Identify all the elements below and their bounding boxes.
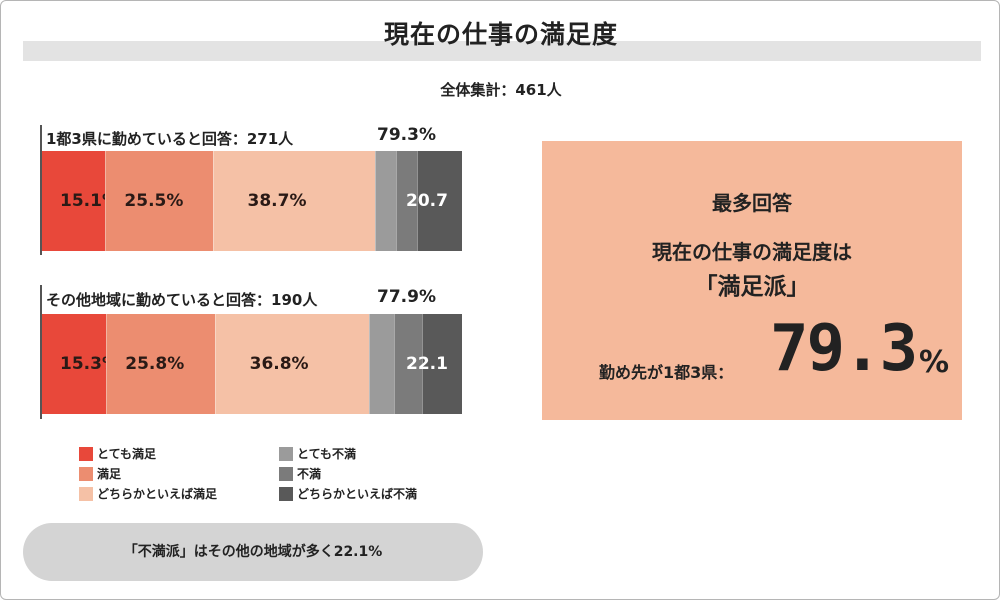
legend-swatch-1	[79, 446, 93, 461]
legend-label-4: とても不満	[297, 447, 357, 461]
group-label-1: 1都3県に勤めていると回答：271人	[46, 130, 294, 148]
callout-unit: %	[919, 345, 950, 380]
legend-swatch-2	[79, 466, 93, 481]
legend-swatch-6	[279, 486, 293, 501]
legend-label-3: どちらかといえば満足	[97, 487, 218, 501]
bar-segment-2-5	[393, 314, 422, 414]
legend-item-5: 不満	[279, 465, 321, 482]
callout-prefix: 勤め先が1都3県：	[599, 363, 734, 382]
data-label-2-6: 22.1	[406, 354, 448, 374]
group-satisfied-total-2: 77.9%	[377, 287, 436, 307]
data-label-1-1: 15.1%	[60, 191, 119, 211]
group-label-2: その他地域に勤めていると回答：190人	[46, 291, 318, 309]
legend-swatch-5	[279, 466, 293, 481]
data-label-1-3: 38.7%	[247, 191, 307, 211]
bar-segment-1-4	[375, 151, 397, 251]
stacked-bar-group-2: 15.3% 25.8% 36.8% 22.1	[42, 314, 462, 414]
callout-heading: 最多回答	[712, 191, 792, 215]
page-title: 現在の仕事の満足度	[383, 20, 618, 49]
bar-segment-1-6: 20.7	[406, 151, 462, 251]
legend-item-2: 満足	[79, 465, 121, 482]
bar-segment-1-3: 38.7%	[212, 151, 376, 251]
legend-label-5: 不満	[297, 467, 322, 481]
axis-line-group-2	[40, 285, 42, 419]
legend-item-6: どちらかといえば不満	[279, 485, 417, 502]
legend-item-4: とても不満	[279, 445, 356, 462]
bar-segment-1-5	[396, 151, 418, 251]
data-label-2-2: 25.8%	[125, 354, 185, 374]
bar-segment-1-1: 15.1%	[42, 151, 119, 251]
callout-line-2: 「満足派」	[694, 274, 810, 300]
legend-label-1: とても満足	[97, 447, 157, 461]
legend-label-2: 満足	[97, 467, 122, 481]
data-label-1-2: 25.5%	[124, 191, 184, 211]
dissatisfied-note: 「不満派」はその他の地域が多く22.1%	[23, 523, 483, 581]
bar-segment-1-2: 25.5%	[105, 151, 213, 251]
total-respondents: 全体集計：461人	[440, 81, 562, 99]
legend-item-1: とても満足	[79, 445, 156, 462]
callout-value: 79.3	[770, 312, 918, 386]
legend-label-6: どちらかといえば不満	[297, 487, 418, 501]
data-label-1-6: 20.7	[406, 191, 448, 211]
legend-swatch-4	[279, 446, 293, 461]
group-satisfied-total-1: 79.3%	[377, 125, 436, 145]
legend: とても満足満足どちらかといえば満足 とても不満不満どちらかといえば不満	[79, 445, 479, 505]
axis-line-group-1	[40, 125, 42, 255]
title-band	[23, 41, 981, 61]
bar-segment-2-6: 22.1	[406, 314, 462, 414]
callout-line-1: 現在の仕事の満足度は	[652, 240, 852, 264]
data-label-2-3: 36.8%	[249, 354, 309, 374]
bar-segment-2-4	[369, 314, 394, 414]
bar-segment-2-3: 36.8%	[214, 314, 370, 414]
data-label-2-1: 15.3%	[60, 354, 119, 374]
legend-item-3: どちらかといえば満足	[79, 485, 217, 502]
bar-segment-2-2: 25.8%	[106, 314, 215, 414]
stacked-bar-group-1: 15.1% 25.5% 38.7% 20.7	[42, 151, 462, 251]
top-answer-callout: 最多回答 現在の仕事の満足度は 「満足派」 勤め先が1都3県： 79.3 %	[542, 141, 962, 420]
bar-segment-2-1: 15.3%	[42, 314, 119, 414]
legend-swatch-3	[79, 486, 93, 501]
